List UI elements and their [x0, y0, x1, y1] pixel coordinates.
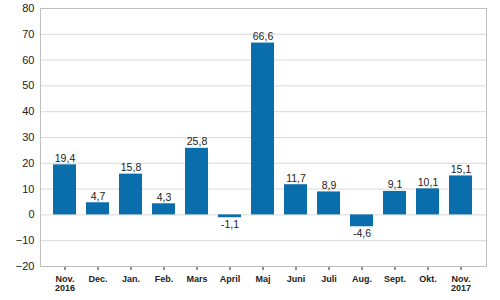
svg-text:Nov.2017: Nov.2017	[451, 274, 471, 293]
svg-text:Nov.2016: Nov.2016	[55, 274, 75, 293]
svg-text:Mars: Mars	[186, 274, 207, 284]
svg-text:-4,6: -4,6	[353, 227, 371, 239]
svg-text:15,1: 15,1	[451, 163, 472, 175]
svg-text:40: 40	[22, 105, 34, 117]
svg-text:66,6: 66,6	[253, 30, 274, 42]
svg-text:Feb.: Feb.	[155, 274, 174, 284]
svg-text:0: 0	[28, 208, 34, 220]
svg-text:19,4: 19,4	[55, 152, 76, 164]
svg-text:9,1: 9,1	[388, 178, 403, 190]
svg-text:4,3: 4,3	[157, 191, 172, 203]
svg-text:15,8: 15,8	[121, 161, 142, 173]
svg-text:Juni: Juni	[287, 274, 306, 284]
svg-text:30: 30	[22, 131, 34, 143]
svg-text:50: 50	[22, 79, 34, 91]
svg-text:−20: −20	[16, 260, 35, 272]
svg-text:11,7: 11,7	[286, 172, 306, 184]
svg-text:Sept.: Sept.	[384, 274, 406, 284]
svg-text:10: 10	[22, 183, 34, 195]
svg-text:Juli: Juli	[321, 274, 337, 284]
svg-text:Okt.: Okt.	[419, 274, 437, 284]
svg-text:-1,1: -1,1	[221, 218, 239, 230]
svg-text:4,7: 4,7	[91, 190, 106, 202]
svg-text:10,1: 10,1	[418, 176, 439, 188]
svg-text:8,9: 8,9	[322, 179, 337, 191]
svg-text:25,8: 25,8	[187, 135, 208, 147]
svg-text:April: April	[220, 274, 241, 284]
svg-text:Maj: Maj	[255, 274, 270, 284]
svg-text:Aug.: Aug.	[352, 274, 372, 284]
svg-text:−10: −10	[16, 234, 35, 246]
svg-text:70: 70	[22, 28, 34, 40]
svg-text:80: 80	[22, 2, 34, 14]
svg-text:Jan.: Jan.	[122, 274, 140, 284]
svg-text:60: 60	[22, 54, 34, 66]
svg-text:Dec.: Dec.	[88, 274, 107, 284]
svg-text:20: 20	[22, 157, 34, 169]
